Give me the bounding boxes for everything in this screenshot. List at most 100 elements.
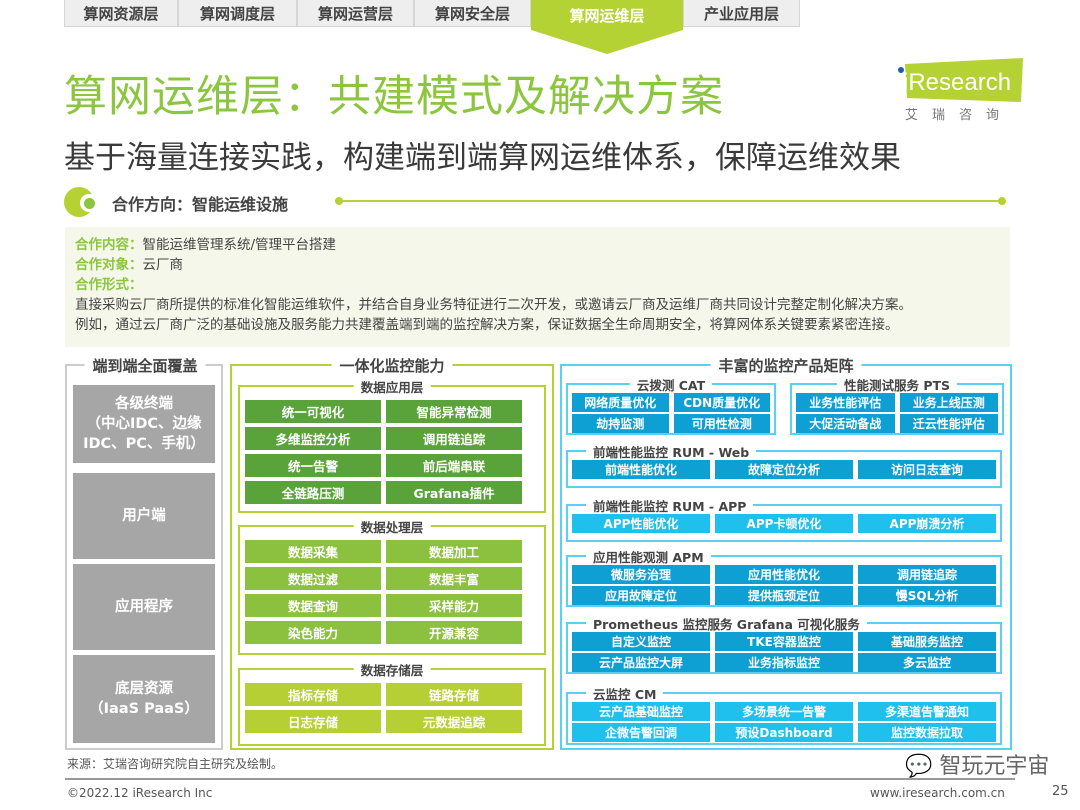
product-feature: 多渠道告警通知 xyxy=(858,702,996,721)
product-feature: 多云监控 xyxy=(858,653,996,672)
capability-item: 数据采集 xyxy=(245,540,381,563)
capability-item: 全链路压测 xyxy=(245,481,381,504)
product-title: 云监控 CM xyxy=(586,684,664,703)
capability-item: 数据查询 xyxy=(245,594,381,617)
product-matrix-column: 丰富的监控产品矩阵 云拨测 CAT 网络质量优化 CDN质量优化 劫持监测 可用性检测性… xyxy=(560,355,1012,750)
product-title: Prometheus 监控服务 Grafana 可视化服务 xyxy=(586,614,867,633)
product-panel: 云监控 CM 云产品基础监控 多场景统一告警 多渠道告警通知企微告警回调 预设Dashb… xyxy=(566,684,1002,745)
product-feature: 监控数据拉取 xyxy=(858,723,996,742)
data-layer-title: 数据应用层 xyxy=(353,377,431,396)
product-feature: 慢SQL分析 xyxy=(858,586,996,605)
tab-5[interactable]: 产业应用层 xyxy=(683,0,800,27)
tab-2[interactable]: 算网运营层 xyxy=(297,0,414,27)
coverage-item: 底层资源 （IaaS PaaS） xyxy=(73,655,215,743)
capability-item: 数据过滤 xyxy=(245,567,381,590)
product-panel: 应用性能观测 APM 微服务治理 应用性能优化 调用链追踪应用故障定位 提供瓶颈定位 慢S… xyxy=(566,547,1002,607)
coverage-column: 端到端全面覆盖 各级终端 （中心IDC、边缘 IDC、PC、手机） 用户端 应用程序… xyxy=(65,355,223,750)
product-feature: 大促活动备战 xyxy=(796,414,895,433)
product-panel: Prometheus 监控服务 Grafana 可视化服务 自定义监控 TKE容器监… xyxy=(566,614,1002,674)
product-feature: 企微告警回调 xyxy=(572,723,710,742)
page-number: 25 xyxy=(1052,784,1069,799)
watermark-text: 智玩元宇宙 xyxy=(939,754,1050,779)
capability-item: 前后端串联 xyxy=(386,454,522,477)
website-link[interactable]: www.iresearch.com.cn xyxy=(870,786,1005,800)
data-layer-title: 数据存储层 xyxy=(353,660,431,679)
product-feature: 访问日志查询 xyxy=(858,460,996,479)
capability-item: 采样能力 xyxy=(386,594,522,617)
matrix-title: 丰富的监控产品矩阵 xyxy=(710,355,862,376)
copyright: ©2022.12 iResearch Inc xyxy=(67,786,213,800)
section-divider xyxy=(335,200,1003,202)
product-title: 前端性能监控 RUM - APP xyxy=(586,496,754,515)
product-feature: CDN质量优化 xyxy=(673,393,770,412)
product-feature: 故障定位分析 xyxy=(715,460,853,479)
product-feature: 云产品监控大屏 xyxy=(572,653,710,672)
data-layer-title: 数据处理层 xyxy=(353,517,431,536)
product-feature: APP崩溃分析 xyxy=(858,514,996,533)
tab-4[interactable]: 算网运维层 xyxy=(531,0,683,30)
capability-item: 数据丰富 xyxy=(386,567,522,590)
watermark: 💬 智玩元宇宙 xyxy=(905,748,1049,780)
product-feature: 应用故障定位 xyxy=(572,586,710,605)
product-feature: 可用性检测 xyxy=(673,414,770,433)
monitoring-capability-column: 一体化监控能力 数据应用层 统一可视化 智能异常检测 多维监控分析 调用链追踪 统一告警前… xyxy=(230,355,554,750)
product-panel: 前端性能监控 RUM - APP APP性能优化 APP卡顿优化 APP崩溃分析 xyxy=(566,496,1002,542)
form-key: 合作形式： xyxy=(75,277,143,293)
product-feature: 云产品基础监控 xyxy=(572,702,710,721)
target-value: 云厂商 xyxy=(142,257,184,273)
content-value: 智能运维管理系统/管理平台搭建 xyxy=(142,237,337,253)
product-feature: 业务上线压测 xyxy=(899,393,998,412)
product-panel: 前端性能监控 RUM - Web 前端性能优化 故障定位分析 访问日志查询 xyxy=(566,442,1002,488)
product-title: 性能测试服务 PTS xyxy=(836,375,958,394)
product-feature: APP性能优化 xyxy=(572,514,710,533)
wechat-icon: 💬 xyxy=(905,754,933,779)
capability-item: 统一告警 xyxy=(245,454,381,477)
page-subtitle: 基于海量连接实践，构建端到端算网运维体系，保障运维效果 xyxy=(64,140,901,176)
product-feature: 基础服务监控 xyxy=(858,632,996,651)
product-feature: APP卡顿优化 xyxy=(715,514,853,533)
product-title: 应用性能观测 APM xyxy=(586,547,711,566)
capability-item: 数据加工 xyxy=(386,540,522,563)
product-feature: 微服务治理 xyxy=(572,565,710,584)
product-feature: 业务指标监控 xyxy=(715,653,853,672)
data-layer-panel: 数据处理层数据采集 数据加工 数据过滤 数据丰富 数据查询 采样能力 染色能力 开源兼容 xyxy=(238,517,546,655)
target-key: 合作对象： xyxy=(75,257,143,273)
capability-item: 统一可视化 xyxy=(245,400,381,423)
data-layer-panel: 数据存储层指标存储 链路存储 日志存储 元数据追踪 xyxy=(238,660,546,746)
product-feature: 业务性能评估 xyxy=(796,393,895,412)
product-panel: 性能测试服务 PTS 业务性能评估 业务上线压测 大促活动备战 迁云性能评估 xyxy=(790,375,1004,435)
product-title: 前端性能监控 RUM - Web xyxy=(586,442,757,461)
capability-item: 元数据追踪 xyxy=(386,710,522,733)
footer-divider xyxy=(65,778,1015,780)
coverage-item: 各级终端 （中心IDC、边缘 IDC、PC、手机） xyxy=(73,385,215,463)
tab-1[interactable]: 算网调度层 xyxy=(178,0,297,27)
product-feature: 多场景统一告警 xyxy=(715,702,853,721)
source-note: 来源：艾瑞咨询研究院自主研究及绘制。 xyxy=(67,757,284,771)
section-label: 合作方向：智能运维设施 xyxy=(112,195,289,214)
product-feature: 调用链追踪 xyxy=(858,565,996,584)
product-feature: 前端性能优化 xyxy=(572,460,710,479)
capability-title: 一体化监控能力 xyxy=(331,355,453,376)
product-feature: 应用性能优化 xyxy=(715,565,853,584)
capability-item: 链路存储 xyxy=(386,683,522,706)
tab-0[interactable]: 算网资源层 xyxy=(64,0,178,27)
product-feature: 提供瓶颈定位 xyxy=(715,586,853,605)
capability-item: 指标存储 xyxy=(245,683,381,706)
product-feature: 网络质量优化 xyxy=(572,393,669,412)
product-feature: 迁云性能评估 xyxy=(899,414,998,433)
tab-3[interactable]: 算网安全层 xyxy=(414,0,531,27)
cooperation-info: 合作内容：智能运维管理系统/管理平台搭建 合作对象：云厂商 合作形式： 直接采购… xyxy=(65,227,1010,347)
product-feature: 预设Dashboard xyxy=(715,723,853,742)
product-panel: 云拨测 CAT 网络质量优化 CDN质量优化 劫持监测 可用性检测 xyxy=(566,375,776,435)
coverage-item: 应用程序 xyxy=(73,564,215,650)
product-feature: 劫持监测 xyxy=(572,414,669,433)
capability-item: 开源兼容 xyxy=(386,621,522,644)
coverage-item: 用户端 xyxy=(73,473,215,559)
iresearch-logo: iResearch xyxy=(898,58,1023,102)
svg-text:iResearch: iResearch xyxy=(903,69,1011,96)
capability-item: 染色能力 xyxy=(245,621,381,644)
capability-item: 日志存储 xyxy=(245,710,381,733)
form-line-2: 例如，通过云厂商广泛的基础设施及服务能力共建覆盖端到端的监控解决方案，保证数据全… xyxy=(75,317,899,333)
capability-item: 调用链追踪 xyxy=(386,427,522,450)
page-title: 算网运维层：共建模式及解决方案 xyxy=(64,72,724,122)
